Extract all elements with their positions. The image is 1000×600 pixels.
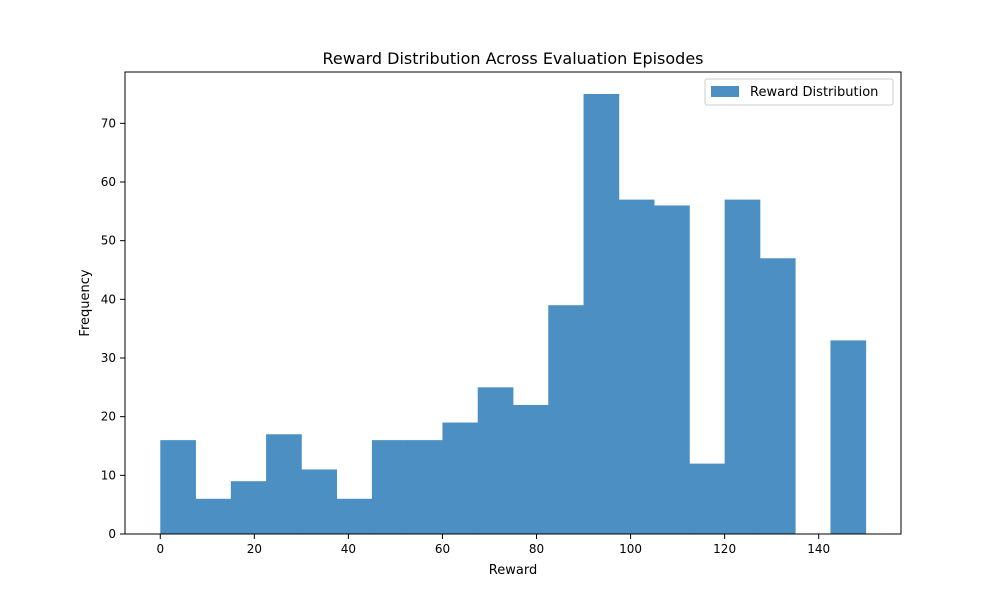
x-tick-label: 60 — [435, 542, 450, 556]
histogram-bar — [266, 434, 302, 534]
x-tick-label: 80 — [529, 542, 544, 556]
x-axis-ticks: 0 20 40 60 80 100 120 140 — [156, 534, 830, 556]
chart-title: Reward Distribution Across Evaluation Ep… — [322, 49, 703, 68]
y-tick-label: 30 — [101, 351, 116, 365]
legend-swatch — [711, 86, 739, 97]
y-axis-ticks: 0 10 20 30 40 50 60 70 — [101, 116, 125, 541]
y-tick-label: 0 — [108, 527, 116, 541]
histogram-bar — [830, 340, 867, 534]
histogram-bar — [548, 305, 584, 534]
histogram-bar — [195, 498, 232, 534]
histogram-bar — [477, 387, 514, 534]
legend-box — [704, 78, 894, 106]
histogram-bar — [759, 258, 796, 534]
x-tick-label: 40 — [341, 542, 356, 556]
x-tick-label: 20 — [247, 542, 262, 556]
histogram-bar — [618, 199, 655, 534]
histogram-bar — [654, 205, 690, 534]
x-tick-label: 120 — [713, 542, 736, 556]
histogram-bar — [442, 422, 479, 534]
y-axis-label: Frequency — [78, 269, 93, 336]
x-tick-label: 140 — [807, 542, 830, 556]
legend: Reward Distribution — [704, 78, 894, 106]
x-tick-label: 0 — [156, 542, 164, 556]
histogram-bar — [583, 94, 620, 534]
histogram-bar — [301, 469, 338, 534]
histogram-bar — [336, 498, 373, 534]
y-tick-label: 70 — [101, 116, 116, 130]
histogram-bar — [230, 481, 267, 534]
x-axis-label: Reward — [489, 563, 537, 578]
y-tick-label: 20 — [101, 410, 116, 424]
histogram-bar — [371, 440, 408, 534]
histogram-bar — [689, 463, 726, 534]
y-tick-label: 60 — [101, 175, 116, 189]
bars-group — [160, 94, 867, 534]
y-tick-label: 40 — [101, 292, 116, 306]
x-tick-label: 100 — [619, 542, 642, 556]
y-tick-label: 50 — [101, 234, 116, 248]
y-tick-label: 10 — [101, 468, 116, 482]
plot-frame — [124, 71, 902, 535]
legend-label: Reward Distribution — [750, 85, 878, 100]
histogram-bar — [407, 440, 443, 534]
histogram-bar — [724, 199, 761, 534]
histogram-bar — [160, 440, 196, 534]
histogram-bar — [513, 404, 549, 534]
